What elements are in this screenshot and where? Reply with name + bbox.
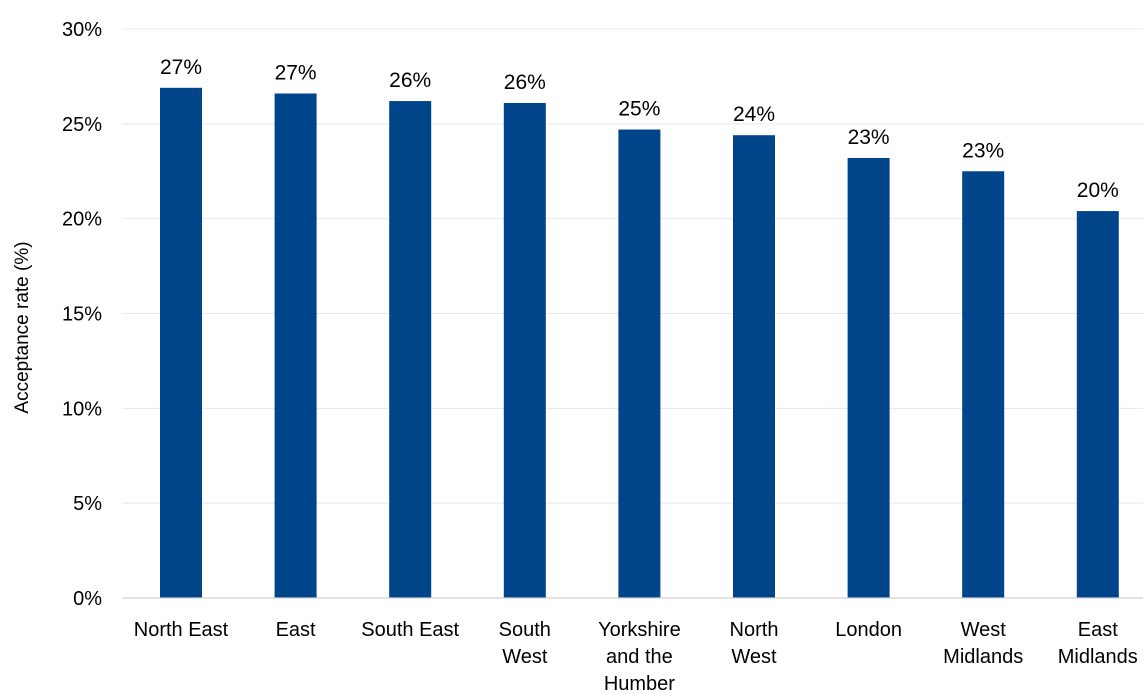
- bar: [962, 171, 1005, 598]
- x-tick-label: East: [276, 619, 316, 641]
- y-axis-ticks: 0% 5% 10% 15% 20% 25% 30%: [62, 19, 102, 610]
- y-tick-label: 5%: [73, 493, 102, 515]
- x-tick-label: West Midlands: [943, 619, 1023, 668]
- bars: [160, 87, 1119, 599]
- x-axis-ticks: North East East South East South West Yorkshi…: [134, 619, 1138, 695]
- data-label: 27%: [160, 56, 202, 79]
- data-label: 26%: [504, 71, 546, 94]
- bar: [618, 129, 661, 599]
- bar: [389, 101, 432, 598]
- bar: [503, 102, 546, 598]
- y-tick-label: 10%: [62, 398, 102, 420]
- y-tick-label: 15%: [62, 304, 102, 326]
- x-tick-label: North East: [134, 619, 229, 641]
- y-tick-label: 20%: [62, 209, 102, 231]
- bar: [160, 87, 202, 599]
- data-label: 25%: [618, 98, 660, 121]
- bar: [1076, 211, 1119, 598]
- x-tick-label: South West: [499, 619, 551, 668]
- y-tick-label: 30%: [62, 19, 102, 41]
- data-label: 24%: [733, 103, 775, 126]
- y-tick-label: 25%: [62, 114, 102, 136]
- data-label: 23%: [962, 139, 1004, 162]
- bar: [733, 135, 775, 599]
- x-tick-label: North West: [730, 619, 779, 668]
- data-label: 20%: [1077, 179, 1119, 202]
- x-tick-label: London: [835, 619, 902, 641]
- x-tick-label: South East: [361, 619, 459, 641]
- bar: [847, 157, 890, 598]
- x-tick-label: Yorkshire and the Humber: [598, 619, 681, 695]
- data-labels: 27% 27% 26% 26% 25% 24% 23% 23% 20%: [160, 56, 1119, 202]
- data-label: 26%: [389, 69, 431, 92]
- data-label: 23%: [848, 126, 890, 149]
- data-label: 27%: [275, 61, 317, 84]
- bar: [274, 93, 317, 598]
- y-axis-title: Acceptance rate (%): [12, 241, 33, 413]
- y-tick-label: 0%: [73, 588, 102, 610]
- x-tick-label: East Midlands: [1058, 619, 1138, 668]
